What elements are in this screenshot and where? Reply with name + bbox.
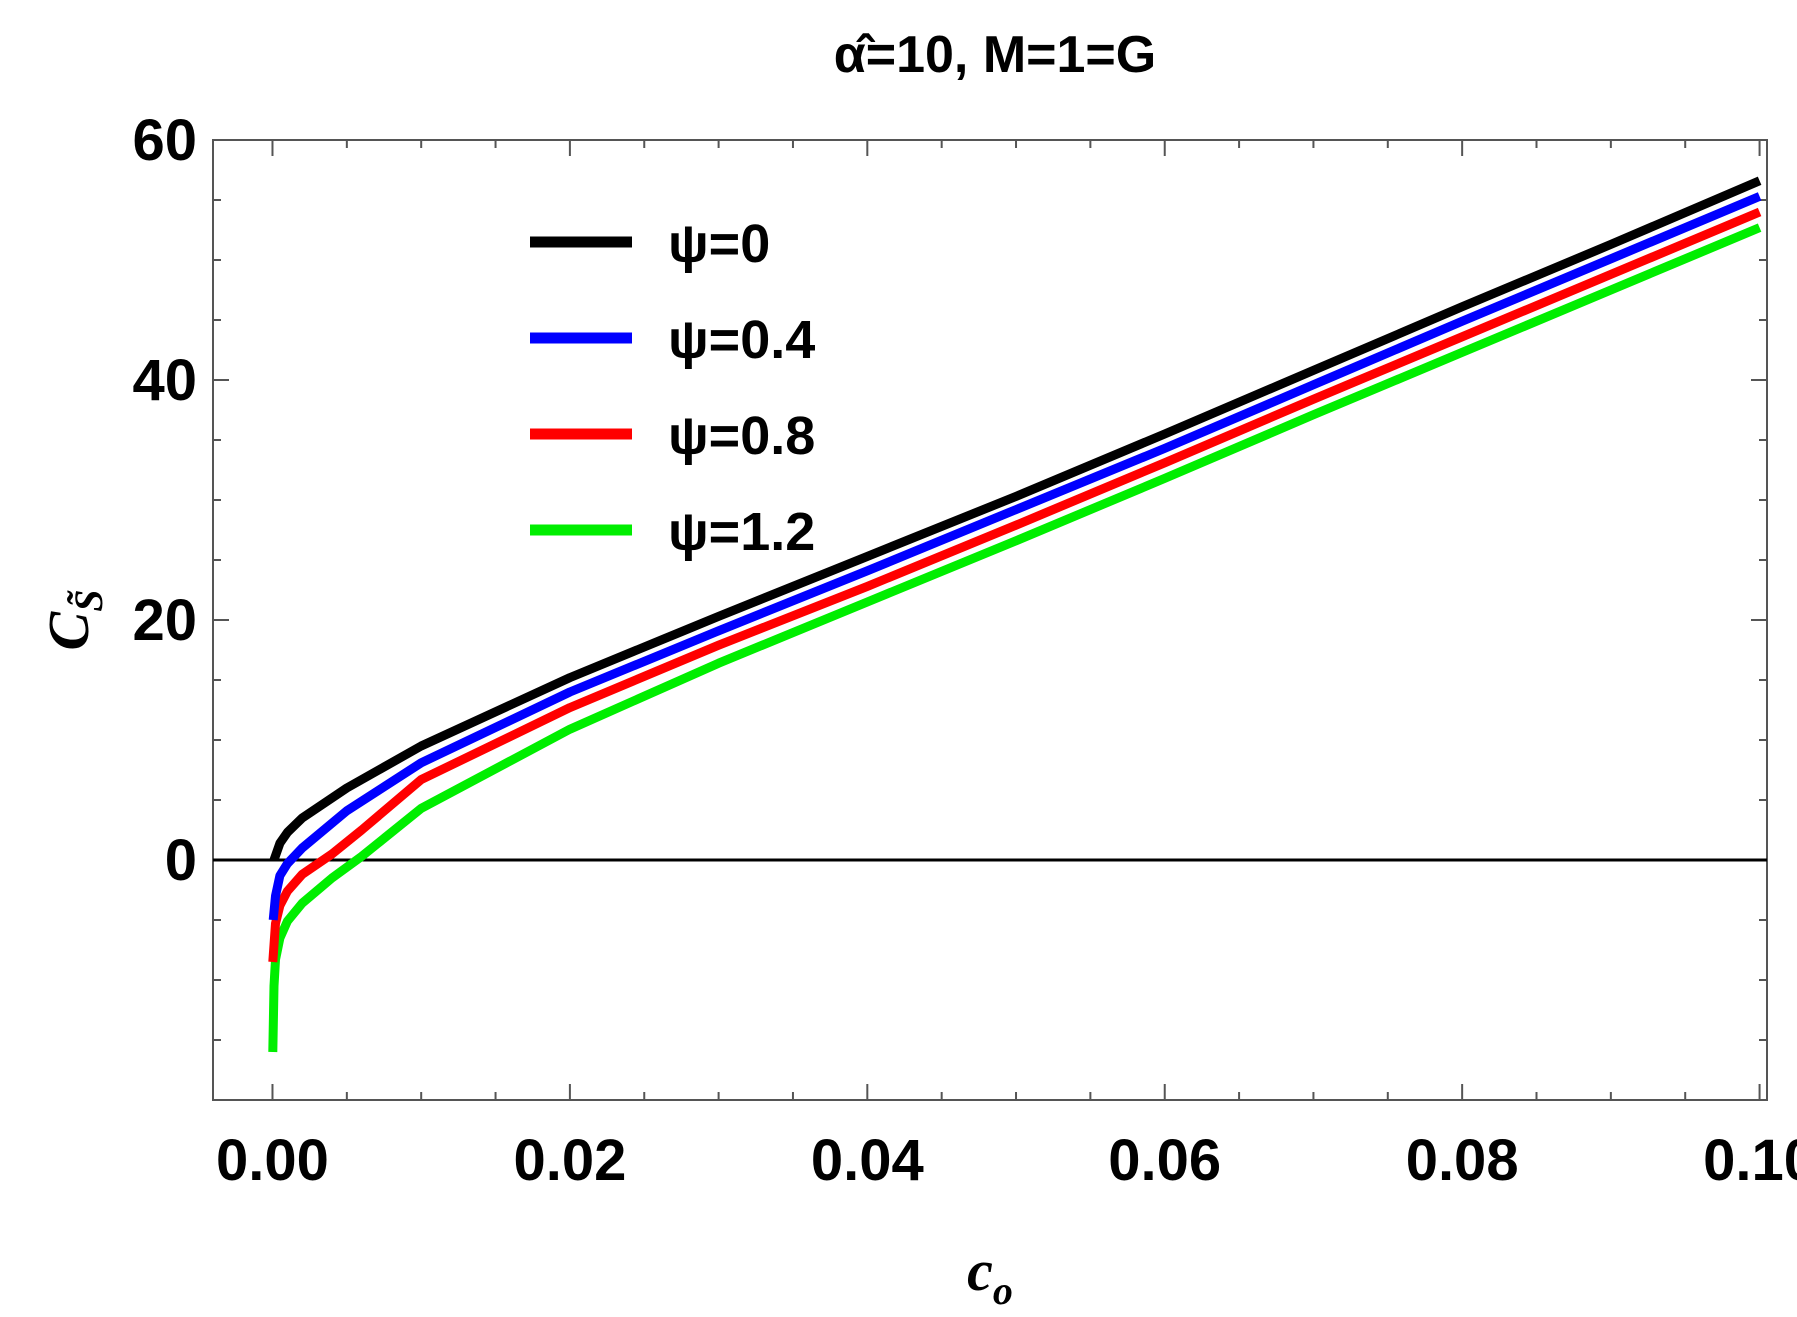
- x-tick-label: 0.02: [513, 1128, 626, 1193]
- series-line: [268, 192, 1762, 921]
- x-tick-label: 0.08: [1406, 1128, 1519, 1193]
- y-axis-label-group: CS̃: [36, 590, 111, 651]
- plot-frame: [212, 139, 1768, 1101]
- series-line: [268, 207, 1762, 963]
- x-axis-label-main: c: [967, 1238, 993, 1303]
- y-axis-label-main: C: [36, 610, 101, 650]
- legend-label: ψ=0: [668, 214, 770, 274]
- y-tick-label: 40: [132, 348, 197, 413]
- x-axis-label-subscript: o: [993, 1268, 1013, 1313]
- y-axis-ticks: 0 20 40 60: [132, 108, 1767, 1041]
- y-tick-label: 0: [165, 828, 197, 893]
- legend: ψ=0 ψ=0.4 ψ=0.8 ψ=1.2: [530, 214, 815, 562]
- y-tick-label: 60: [132, 108, 197, 173]
- series-line: [269, 176, 1762, 862]
- x-tick-label: 0.04: [811, 1128, 924, 1193]
- x-axis-ticks: 0.00 0.02 0.04 0.06 0.08 0.10: [216, 140, 1797, 1193]
- legend-label: ψ=0.4: [668, 310, 815, 370]
- series-line: [268, 223, 1762, 1053]
- x-tick-label: 0.00: [216, 1128, 329, 1193]
- legend-label: ψ=0.8: [668, 406, 815, 466]
- x-tick-label: 0.06: [1108, 1128, 1221, 1193]
- series-lines: [268, 176, 1762, 1053]
- chart-title: α̂=10, M=1=G: [834, 26, 1157, 84]
- y-axis-label: CS̃: [36, 590, 111, 651]
- x-axis-label: co: [967, 1238, 1013, 1313]
- y-tick-label: 20: [132, 588, 197, 653]
- y-axis-label-subscript: S̃: [66, 590, 111, 612]
- x-tick-label: 0.10: [1703, 1128, 1797, 1193]
- legend-label: ψ=1.2: [668, 502, 815, 562]
